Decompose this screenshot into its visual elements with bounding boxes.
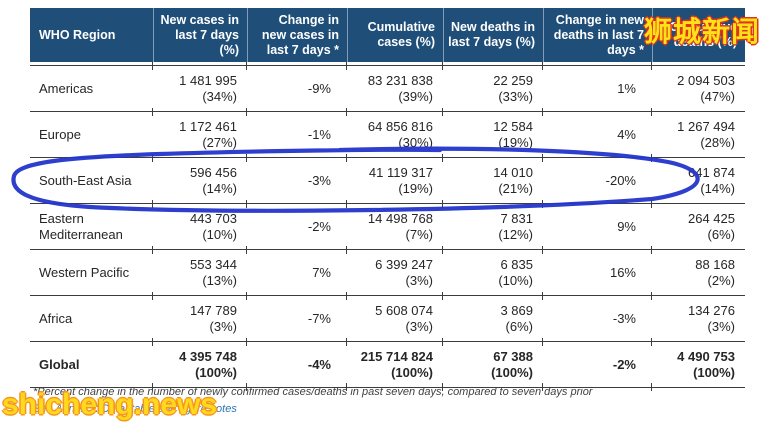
header-new-cases: New cases in last 7 days (%) (153, 8, 247, 62)
new-deaths-cell: 7 831 (12%) (442, 200, 543, 249)
region-name: Western Pacific (30, 250, 153, 295)
change-cases-cell: -7% (246, 292, 347, 341)
change-deaths-cell: 4% (542, 108, 652, 157)
change-cases-cell: -2% (246, 200, 347, 249)
cumulative-cases-cell: 6 399 247 (3%) (346, 246, 443, 295)
table-row-africa: Africa 147 789 (3%) -7% 5 608 074 (3%) 3 8… (30, 292, 745, 342)
region-name: South-East Asia (30, 158, 153, 203)
header-new-deaths: New deaths in last 7 days (%) (443, 8, 543, 62)
new-cases-cell: 147 789 (3%) (152, 292, 247, 341)
table-row-western-pacific: Western Pacific 553 344 (13%) 7% 6 399 24… (30, 246, 745, 296)
cumulative-deaths-cell: 264 425 (6%) (651, 200, 745, 249)
change-deaths-cell: 16% (542, 246, 652, 295)
who-region-table: WHO Region New cases in last 7 days (%) … (30, 8, 745, 391)
annex-figure-notes-link[interactable]: See Annex 2: Data, table and figure note… (33, 403, 237, 415)
watermark-chinese-top-right: 狮城新闻 (643, 16, 760, 47)
new-cases-cell: 1 172 461 (27%) (152, 108, 247, 157)
new-deaths-cell: 6 835 (10%) (442, 246, 543, 295)
new-deaths-cell: 3 869 (6%) (442, 292, 543, 341)
cumulative-deaths-cell: 88 168 (2%) (651, 246, 745, 295)
cumulative-cases-cell: 64 856 816 (30%) (346, 108, 443, 157)
table-header-row: WHO Region New cases in last 7 days (%) … (30, 8, 745, 62)
change-cases-cell: -9% (246, 62, 347, 111)
region-label: South-East Asia (39, 172, 132, 188)
change-deaths-cell: -20% (542, 154, 652, 203)
new-deaths-cell: 12 584 (19%) (442, 108, 543, 157)
table-body: Americas 1 481 995 (34%) -9% 83 231 838 (3… (30, 62, 745, 391)
cumulative-deaths-cell: 134 276 (3%) (651, 292, 745, 341)
change-deaths-cell: -3% (542, 292, 652, 341)
region-name: Africa (30, 296, 153, 341)
percent-change-footnote: *Percent change in the number of newly c… (33, 386, 593, 398)
new-deaths-cell: 22 259 (33%) (442, 62, 543, 111)
new-cases-cell: 553 344 (13%) (152, 246, 247, 295)
change-cases-cell: 7% (246, 246, 347, 295)
table-row-americas: Americas 1 481 995 (34%) -9% 83 231 838 (3… (30, 62, 745, 112)
cumulative-cases-cell: 14 498 768 (7%) (346, 200, 443, 249)
change-deaths-cell: -2% (542, 338, 652, 391)
region-name: Europe (30, 112, 153, 157)
new-deaths-cell: 14 010 (21%) (442, 154, 543, 203)
table-footnotes: *Percent change in the number of newly c… (33, 386, 748, 417)
region-name: Americas (30, 66, 153, 111)
region-label: Europe (39, 126, 81, 142)
change-deaths-cell: 9% (542, 200, 652, 249)
region-label: Western Pacific (39, 264, 130, 280)
table-row-south-east-asia: South-East Asia 596 456 (14%) -3% 41 119 … (30, 154, 745, 204)
header-cumulative-deaths: Cumulative deaths (%) (652, 8, 745, 62)
cumulative-deaths-cell: 1 267 494 (28%) (651, 108, 745, 157)
change-cases-cell: -4% (246, 338, 347, 391)
table-row-europe: Europe 1 172 461 (27%) -1% 64 856 816 (30%… (30, 108, 745, 158)
watermark-shicheng-news-bottom-left: shicheng.news (2, 388, 218, 421)
header-change-new-deaths: Change in new deaths in last 7 days * (543, 8, 652, 62)
cumulative-cases-cell: 5 608 074 (3%) (346, 292, 443, 341)
header-cumulative-cases: Cumulative cases (%) (347, 8, 443, 62)
cumulative-deaths-cell: 4 490 753 (100%) (651, 338, 745, 391)
cumulative-cases-cell: 41 119 317 (19%) (346, 154, 443, 203)
change-deaths-cell: 1% (542, 62, 652, 111)
header-change-new-cases: Change in new cases in last 7 days * (247, 8, 347, 62)
cumulative-cases-cell: 215 714 824 (100%) (346, 338, 443, 391)
region-name: Eastern Mediterranean (30, 204, 153, 249)
header-who-region: WHO Region (39, 27, 116, 42)
new-cases-cell: 1 481 995 (34%) (152, 62, 247, 111)
change-cases-cell: -3% (246, 154, 347, 203)
region-label: Global (39, 356, 80, 372)
table-row-global: Global 4 395 748 (100%) -4% 215 714 824 (1… (30, 338, 745, 391)
region-name: Global (30, 342, 153, 387)
cumulative-deaths-cell: 641 874 (14%) (651, 154, 745, 203)
new-cases-cell: 443 703 (10%) (152, 200, 247, 249)
table-row-eastern-mediterranean: Eastern Mediterranean 443 703 (10%) -2% 1… (30, 200, 745, 250)
cumulative-cases-cell: 83 231 838 (39%) (346, 62, 443, 111)
new-cases-cell: 596 456 (14%) (152, 154, 247, 203)
region-label: Americas (39, 80, 94, 96)
new-deaths-cell: 67 388 (100%) (442, 338, 543, 391)
new-cases-cell: 4 395 748 (100%) (152, 338, 247, 391)
region-label: Africa (39, 310, 73, 326)
cumulative-deaths-cell: 2 094 503 (47%) (651, 62, 745, 111)
region-label: Eastern Mediterranean (39, 210, 123, 242)
change-cases-cell: -1% (246, 108, 347, 157)
